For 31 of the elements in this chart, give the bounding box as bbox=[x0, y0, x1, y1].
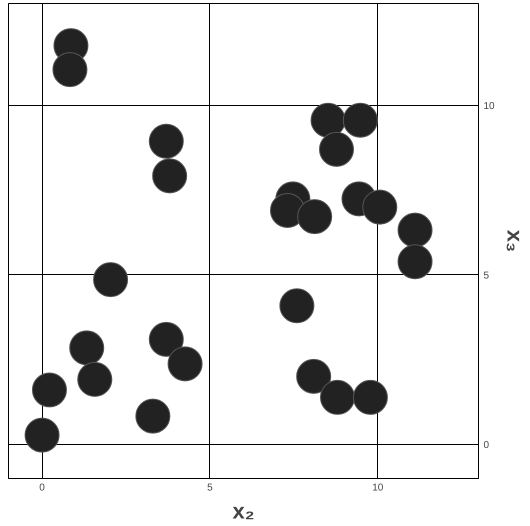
point bbox=[310, 102, 346, 138]
y-axis-title: x₃ bbox=[502, 230, 528, 252]
point bbox=[69, 330, 104, 366]
point bbox=[320, 380, 355, 415]
point bbox=[362, 190, 398, 225]
point bbox=[77, 362, 112, 397]
point bbox=[93, 262, 128, 298]
point bbox=[148, 124, 184, 159]
point bbox=[135, 398, 170, 434]
point bbox=[296, 358, 332, 394]
point bbox=[279, 288, 314, 324]
point bbox=[152, 158, 188, 194]
point bbox=[398, 244, 433, 280]
x-tick-label: 10 bbox=[372, 482, 384, 494]
point bbox=[270, 193, 305, 228]
point bbox=[24, 418, 60, 453]
point bbox=[148, 322, 184, 357]
point bbox=[398, 212, 433, 248]
point bbox=[297, 199, 332, 234]
x-tick-label: 5 bbox=[207, 482, 214, 494]
y-tick-label: 0 bbox=[484, 440, 490, 452]
point bbox=[168, 346, 203, 382]
point bbox=[342, 102, 378, 138]
x-axis-title: x₂ bbox=[232, 498, 255, 524]
y-tick-label: 5 bbox=[484, 270, 490, 282]
point bbox=[32, 372, 67, 408]
y-tick-label: 10 bbox=[484, 100, 496, 112]
point bbox=[352, 380, 388, 415]
point bbox=[318, 132, 354, 167]
point bbox=[52, 52, 88, 88]
x-tick-label: 0 bbox=[39, 482, 46, 494]
